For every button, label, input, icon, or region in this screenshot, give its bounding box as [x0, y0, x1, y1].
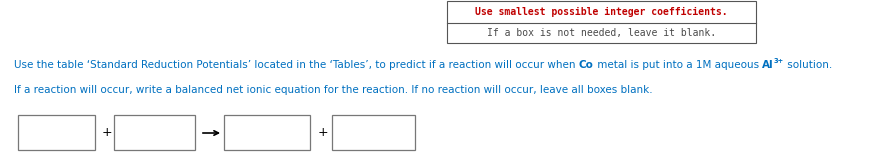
Bar [447, 1, 755, 43]
Text: If a reaction will occur, write a balanced net ionic equation for the reaction. : If a reaction will occur, write a balanc… [14, 85, 651, 95]
Text: If a box is not needed, leave it blank.: If a box is not needed, leave it blank. [486, 28, 716, 38]
Bar [332, 115, 414, 150]
Text: Use smallest possible integer coefficients.: Use smallest possible integer coefficien… [475, 7, 727, 17]
Text: Co: Co [578, 60, 593, 70]
Text: solution.: solution. [783, 60, 831, 70]
Text: +: + [317, 127, 328, 140]
Text: Al: Al [761, 60, 773, 70]
Bar [224, 115, 310, 150]
Text: Use the table ‘Standard Reduction Potentials’ located in the ‘Tables’, to predic: Use the table ‘Standard Reduction Potent… [14, 60, 578, 70]
Bar [18, 115, 95, 150]
Text: metal is put into a 1M aqueous: metal is put into a 1M aqueous [593, 60, 761, 70]
Text: +: + [102, 127, 112, 140]
Text: 3+: 3+ [773, 58, 783, 64]
Bar [114, 115, 195, 150]
